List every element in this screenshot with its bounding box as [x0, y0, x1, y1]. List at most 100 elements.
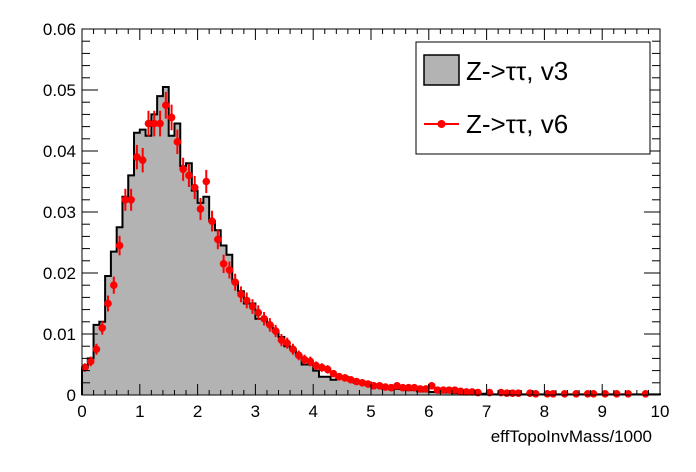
x-tick-label: 0: [77, 402, 86, 421]
data-point: [422, 385, 430, 393]
data-marker: [312, 361, 320, 370]
data-point: [341, 374, 349, 382]
histogram-bin: [215, 230, 221, 395]
data-marker: [167, 113, 176, 122]
data-marker: [214, 235, 222, 244]
data-point: [173, 129, 182, 155]
data-marker: [560, 389, 569, 398]
data-point: [271, 324, 280, 338]
x-tick-label: 1: [135, 402, 144, 421]
histogram-bin: [284, 346, 290, 395]
data-point: [266, 318, 274, 332]
x-tick-label: 8: [540, 402, 549, 421]
histogram-bin: [186, 163, 192, 395]
histogram-bin: [238, 291, 244, 395]
histogram-bin: [94, 325, 100, 395]
data-marker: [375, 382, 384, 390]
histogram-bin: [319, 377, 325, 395]
data-marker: [404, 383, 413, 392]
data-point: [474, 388, 482, 397]
data-marker: [601, 389, 609, 398]
data-point: [410, 383, 419, 392]
data-marker: [81, 363, 89, 372]
data-point: [306, 356, 315, 367]
data-marker: [549, 389, 557, 398]
x-tick-label: 6: [424, 402, 433, 421]
data-point: [398, 383, 407, 392]
x-tick-label: 10: [651, 402, 670, 421]
data-marker: [318, 363, 326, 372]
data-point: [329, 369, 338, 378]
data-point: [323, 365, 332, 374]
histogram-bin: [122, 197, 128, 395]
data-point: [150, 110, 159, 137]
data-point: [179, 157, 187, 181]
data-marker: [352, 377, 361, 386]
data-marker: [341, 374, 349, 382]
data-marker: [346, 375, 355, 384]
data-point: [231, 273, 239, 291]
data-marker: [294, 351, 303, 360]
data-point: [381, 383, 390, 391]
data-point: [127, 188, 135, 211]
histogram-bin: [267, 325, 273, 395]
data-marker: [242, 296, 251, 305]
x-tick-label: 4: [308, 402, 317, 421]
data-marker: [358, 379, 367, 387]
histogram-bin: [134, 133, 140, 395]
data-marker: [335, 372, 344, 381]
legend-label-v3: Z->ττ, v3: [466, 56, 568, 86]
data-point: [242, 292, 251, 309]
data-point: [416, 385, 424, 393]
data-marker: [393, 382, 401, 390]
data-marker: [497, 388, 505, 397]
data-marker: [370, 382, 378, 390]
x-tick-label: 3: [251, 402, 260, 421]
data-point: [185, 163, 193, 187]
histogram-bin: [174, 124, 180, 395]
x-tick-label: 9: [597, 402, 606, 421]
data-marker: [422, 385, 430, 393]
data-point: [190, 176, 199, 200]
x-tick-label: 7: [482, 402, 491, 421]
data-point: [283, 337, 291, 349]
data-marker: [237, 290, 245, 299]
data-point: [352, 377, 361, 386]
data-marker: [144, 119, 153, 128]
histogram-bin: [296, 355, 302, 395]
histogram-bin: [250, 304, 256, 396]
data-point: [138, 147, 147, 173]
data-point: [497, 388, 505, 397]
data-marker: [283, 339, 291, 347]
data-point: [462, 388, 471, 396]
data-point: [196, 197, 205, 220]
data-marker: [208, 217, 216, 225]
legend-marker-v6: [437, 120, 446, 128]
data-point: [375, 382, 384, 390]
data-point: [248, 299, 257, 314]
data-point: [451, 386, 459, 394]
data-point: [318, 363, 326, 372]
data-marker: [271, 327, 280, 335]
data-point: [485, 388, 494, 397]
y-tick-label: 0.02: [43, 264, 76, 283]
data-marker: [150, 119, 159, 128]
histogram-bin: [313, 371, 319, 395]
data-point: [364, 380, 372, 388]
data-point: [98, 321, 107, 335]
data-point: [237, 286, 245, 303]
data-marker: [202, 177, 211, 186]
data-marker: [156, 119, 164, 128]
data-marker: [462, 388, 471, 396]
data-marker: [433, 386, 442, 394]
y-tick-label: 0.04: [43, 142, 76, 161]
data-marker: [583, 389, 592, 398]
data-point: [294, 350, 303, 361]
data-point: [225, 261, 234, 279]
data-marker: [410, 383, 419, 392]
legend: Z->ττ, v3 Z->ττ, v6: [415, 41, 651, 155]
axes: 0 1 2 3 4 5 6 7 8 9 10 0 0.01 0.02 0.03 0.04 0.05 0.06: [43, 20, 670, 421]
y-tick-label: 0.01: [43, 325, 76, 344]
data-marker: [115, 241, 124, 250]
